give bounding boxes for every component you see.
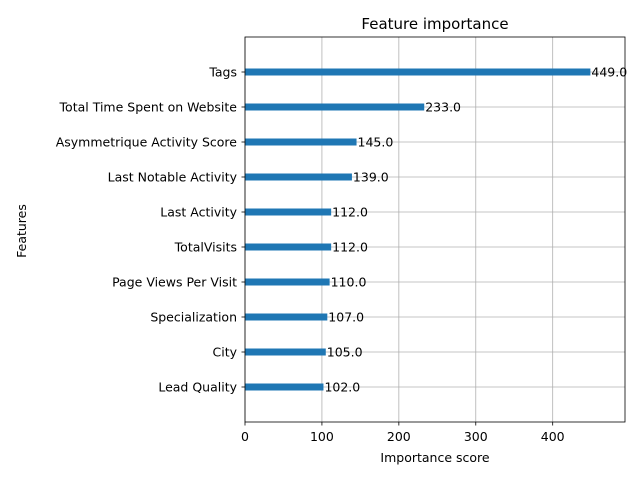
data-label: 145.0: [358, 135, 394, 150]
axes-frame: [244, 36, 626, 423]
x-tick-label: 0: [241, 429, 249, 444]
data-label: 105.0: [327, 345, 363, 360]
chart-title: Feature importance: [361, 15, 508, 33]
x-tick-label: 300: [464, 429, 488, 444]
y-tick-label: Asymmetrique Activity Score: [56, 135, 238, 150]
bar-lead-quality: [245, 383, 324, 391]
y-tick-label: TotalVisits: [174, 240, 237, 255]
bars: [245, 68, 591, 391]
y-tick-label: Total Time Spent on Website: [59, 100, 238, 115]
y-tick-label: Last Notable Activity: [108, 170, 238, 185]
bar-page-views-per-visit: [245, 278, 330, 286]
data-label: 110.0: [331, 275, 367, 290]
bar-totalvisits: [245, 243, 332, 251]
y-tick-label: Specialization: [150, 310, 237, 325]
y-tick-label: Tags: [208, 65, 237, 80]
data-label: 102.0: [324, 380, 360, 395]
data-labels: 449.0 233.0 145.0 139.0 112.0 112.0 110.0 107.0…: [324, 65, 627, 395]
y-tick-label: Last Activity: [160, 205, 237, 220]
bar-last-activity: [245, 208, 332, 216]
data-label: 112.0: [332, 205, 368, 220]
x-axis-label: Importance score: [380, 450, 490, 465]
x-tick-label: 400: [541, 429, 565, 444]
y-tick-label: City: [213, 345, 238, 360]
plot-frame: [244, 36, 626, 423]
data-label: 449.0: [591, 65, 627, 80]
bar-total-time-spent-on-website: [245, 103, 425, 111]
bar-asymmetrique-activity-score: [245, 138, 357, 146]
data-label: 233.0: [425, 100, 461, 115]
bar-specialization: [245, 313, 328, 321]
y-tick-label: Lead Quality: [158, 380, 237, 395]
data-label: 139.0: [353, 170, 389, 185]
data-label: 112.0: [332, 240, 368, 255]
x-tick-label: 200: [387, 429, 411, 444]
bar-last-notable-activity: [245, 173, 352, 181]
x-tick-label: 100: [310, 429, 334, 444]
bar-tags: [245, 68, 591, 76]
ticks: 0 100 200 300 400 Tags Total Time Spent on Web…: [56, 65, 565, 445]
data-label: 107.0: [328, 310, 364, 325]
grid: [244, 37, 625, 422]
bar-city: [245, 348, 326, 356]
y-tick-label: Page Views Per Visit: [112, 275, 237, 290]
y-axis-label: Features: [14, 204, 29, 258]
